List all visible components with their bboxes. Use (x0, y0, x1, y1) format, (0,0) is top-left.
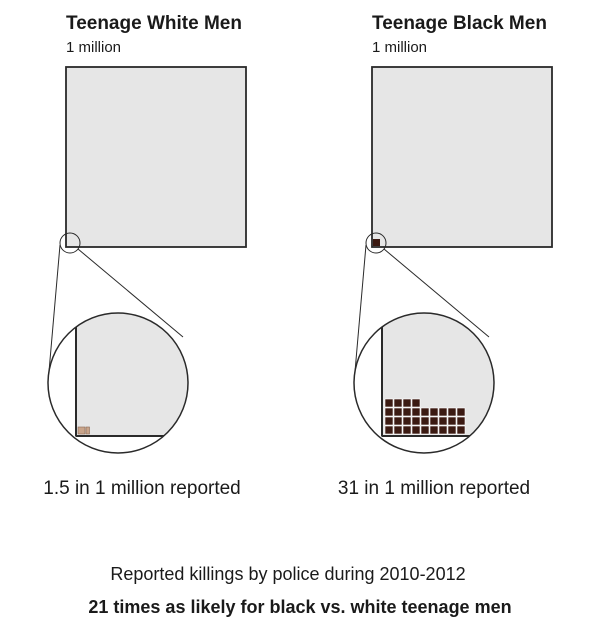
unit-square (411, 425, 421, 435)
panel-white-men: Teenage White Men 1 million 1.5 in 1 mil… (43, 13, 247, 499)
unit-square (384, 407, 394, 417)
unit-square (438, 425, 448, 435)
unit-grid-black (384, 398, 466, 435)
unit-square (420, 425, 430, 435)
zoom-circle-black (353, 312, 495, 454)
unit-square (429, 425, 439, 435)
zoomed-square-white (75, 313, 188, 437)
unit-square (438, 416, 448, 426)
unit-square (402, 416, 412, 426)
unit-square (384, 398, 394, 408)
unit-square (447, 425, 457, 435)
unit-square (447, 416, 457, 426)
zoom-line-left-white (47, 244, 61, 384)
unit-square (420, 416, 430, 426)
unit-square (393, 425, 403, 435)
footer-note: Reported killings by police during 2010-… (110, 564, 465, 584)
unit-square (384, 425, 394, 435)
unit-square (456, 425, 466, 435)
tiny-units-black (373, 239, 380, 246)
unit-square (456, 416, 466, 426)
zoom-source-circle-white (59, 232, 81, 254)
unit-square (402, 398, 412, 408)
panel-subtitle-white: 1 million (66, 39, 121, 56)
panel-title-white: Teenage White Men (66, 13, 242, 34)
panel-subtitle-black: 1 million (372, 39, 427, 56)
unit-square (77, 426, 86, 435)
unit-square (447, 407, 457, 417)
unit-square (429, 416, 439, 426)
unit-square (411, 398, 421, 408)
zoom-line-right-white (77, 248, 184, 338)
unit-square (411, 407, 421, 417)
footer-headline: 21 times as likely for black vs. white t… (88, 597, 511, 617)
unit-square (393, 398, 403, 408)
unit-square (393, 407, 403, 417)
unit-square (438, 407, 448, 417)
panel-title-black: Teenage Black Men (372, 13, 547, 34)
unit-square (85, 426, 90, 435)
panel-caption-white: 1.5 in 1 million reported (43, 478, 241, 499)
unit-grid-white (77, 426, 90, 435)
panel-caption-black: 31 in 1 million reported (338, 478, 530, 499)
unit-square (429, 407, 439, 417)
unit-square (411, 416, 421, 426)
unit-square (456, 407, 466, 417)
zoom-line-right-black (383, 248, 490, 338)
unit-square (393, 416, 403, 426)
unit-square (402, 425, 412, 435)
zoom-circle-white (47, 312, 189, 454)
unit-square (402, 407, 412, 417)
population-square-white (65, 66, 247, 248)
population-square-black (371, 66, 553, 248)
zoom-line-left-black (353, 244, 367, 384)
unit-square (420, 407, 430, 417)
unit-square (384, 416, 394, 426)
panel-black-men: Teenage Black Men 1 million 31 in 1 mill… (338, 13, 553, 499)
zoom-source-circle-black (365, 232, 387, 254)
